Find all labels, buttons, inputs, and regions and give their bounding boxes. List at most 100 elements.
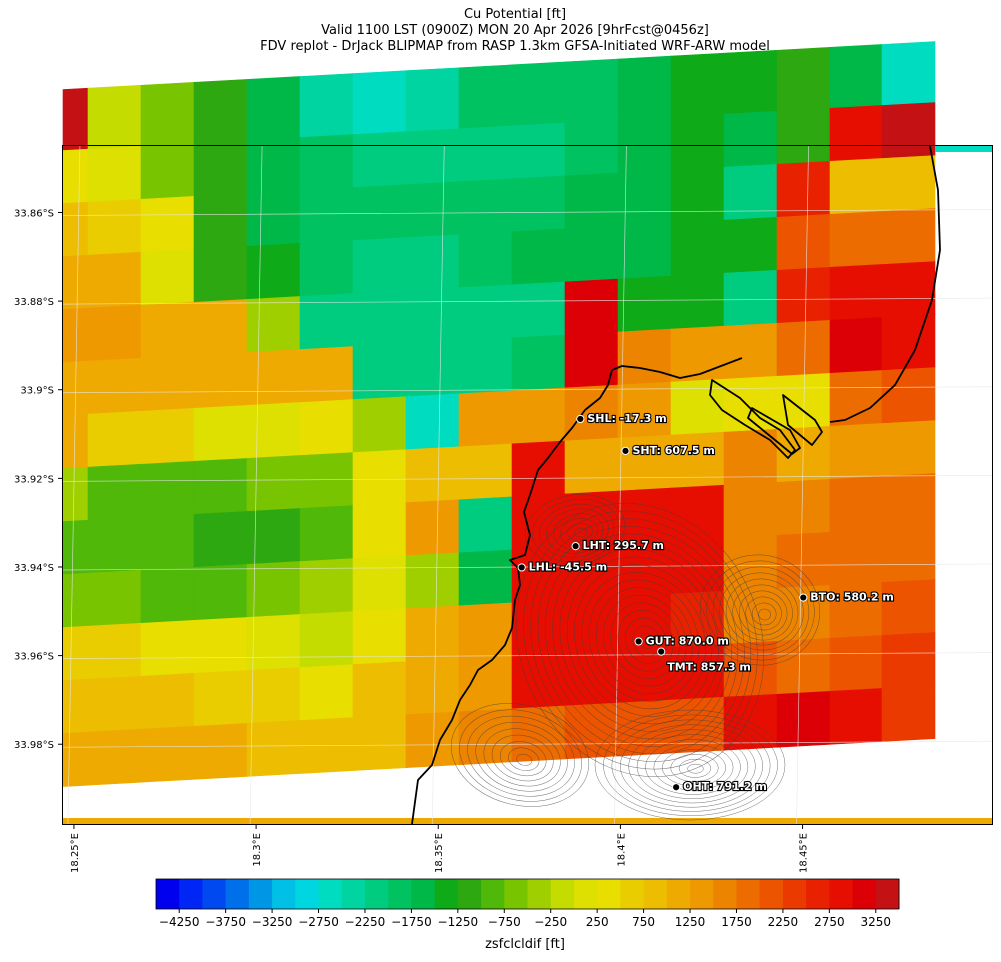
terrain-contour-line bbox=[628, 729, 756, 804]
heatmap-cell bbox=[511, 652, 566, 710]
terrain-contour-line bbox=[687, 763, 704, 774]
heatmap-cell bbox=[246, 243, 301, 300]
heatmap-cell bbox=[352, 714, 407, 771]
colorbar-swatch bbox=[272, 879, 296, 909]
coastline bbox=[411, 145, 941, 825]
heatmap-cell bbox=[62, 413, 89, 469]
terrain-contour-line bbox=[617, 610, 674, 672]
heatmap-cell bbox=[776, 691, 831, 748]
heatmap-cell bbox=[352, 184, 407, 241]
terrain-contour-line bbox=[670, 754, 719, 782]
title-line-variable: Cu Potential [ft] bbox=[463, 7, 567, 22]
station-marker[interactable] bbox=[576, 414, 585, 424]
heatmap-cell bbox=[62, 678, 89, 734]
heatmap-cell bbox=[140, 726, 195, 783]
heatmap-cell bbox=[564, 172, 619, 230]
heatmap-cell bbox=[670, 378, 725, 436]
colorbar-tick-label: −4250 bbox=[159, 915, 200, 929]
heatmap-cell bbox=[511, 387, 566, 445]
heatmap-cell bbox=[246, 190, 301, 247]
station-marker[interactable] bbox=[799, 593, 808, 602]
heatmap-cell bbox=[458, 337, 513, 395]
heatmap-cell bbox=[246, 76, 301, 141]
station-marker[interactable] bbox=[657, 647, 666, 656]
station-marker[interactable] bbox=[672, 783, 681, 792]
heatmap-cell bbox=[140, 143, 195, 200]
lat-tick-label: 33.86°S bbox=[14, 208, 54, 219]
station-label: BTO: 580.2 m bbox=[810, 591, 894, 604]
colorbar-swatch bbox=[782, 879, 807, 909]
heatmap-cell bbox=[564, 119, 619, 177]
terrain-contour-line bbox=[610, 602, 680, 679]
terrain-contour-line bbox=[539, 503, 615, 558]
heatmap-cell bbox=[829, 264, 883, 321]
heatmap-cell bbox=[62, 307, 89, 363]
heatmap-cell bbox=[511, 122, 566, 180]
heatmap-cell bbox=[193, 405, 248, 462]
heatmap-cell bbox=[458, 708, 513, 766]
terrain-contour-line bbox=[699, 554, 821, 666]
heatmap-cell bbox=[564, 702, 619, 760]
colorbar-label: zsfclcldif [ft] bbox=[485, 937, 565, 952]
coastline-path bbox=[411, 357, 743, 825]
colorbar-tick-label: −3250 bbox=[252, 915, 293, 929]
colorbar-tick-label: 2250 bbox=[768, 915, 799, 929]
heatmap-cell bbox=[87, 84, 142, 150]
colorbar-swatch bbox=[156, 879, 180, 909]
heatmap-cell bbox=[405, 287, 460, 344]
colorbar-tick-label: −2250 bbox=[345, 915, 386, 929]
colorbar-swatch bbox=[202, 879, 227, 909]
terrain-contour-line bbox=[662, 749, 726, 787]
station-marker[interactable] bbox=[634, 637, 643, 646]
heatmap-cell bbox=[458, 284, 513, 342]
meridian-line bbox=[67, 145, 81, 825]
heatmap-cell bbox=[511, 546, 566, 604]
heatmap-cell bbox=[193, 352, 248, 409]
heatmap-cell bbox=[723, 481, 778, 539]
heatmap-cell bbox=[140, 82, 195, 147]
heatmap-edge-fill bbox=[63, 818, 992, 824]
terrain-contour-line bbox=[758, 608, 771, 621]
heatmap-cell bbox=[511, 599, 566, 657]
terrain-contour-line bbox=[611, 719, 771, 812]
heatmap-cell bbox=[405, 499, 460, 556]
heatmap-cell bbox=[776, 320, 831, 377]
heatmap-cell bbox=[246, 561, 301, 618]
parallel-line bbox=[62, 386, 993, 394]
heatmap-cell bbox=[511, 493, 566, 551]
heatmap-cell bbox=[458, 602, 513, 660]
heatmap-cell bbox=[881, 41, 936, 106]
colorbar-swatch bbox=[852, 879, 877, 909]
station-marker[interactable] bbox=[571, 542, 580, 551]
heatmap-cell bbox=[458, 125, 513, 183]
heatmap-cell bbox=[405, 605, 460, 662]
colorbar-tick-label: −750 bbox=[488, 915, 521, 929]
heatmap-cell bbox=[299, 452, 354, 509]
colorbar-swatch bbox=[434, 879, 459, 909]
terrain-contour-line bbox=[603, 714, 778, 816]
lat-tick-label: 33.98°S bbox=[14, 740, 54, 751]
colorbar-tick-label: 2750 bbox=[814, 915, 845, 929]
heatmap-cell bbox=[140, 355, 195, 412]
heatmap-cell bbox=[299, 187, 354, 244]
terrain-contour-line bbox=[738, 590, 788, 636]
colorbar-tick-label: −250 bbox=[534, 915, 567, 929]
heatmap-cell bbox=[564, 225, 619, 283]
station-marker[interactable] bbox=[621, 446, 630, 455]
lat-tick-label: 33.9°S bbox=[20, 386, 54, 397]
terrain-contour-line bbox=[712, 566, 810, 656]
heatmap-cell bbox=[881, 261, 936, 318]
heatmap-cell bbox=[723, 110, 778, 168]
longitude-axis: 18.25°E 18.3°E 18.35°E 18.4°E 18.45°E bbox=[70, 824, 810, 873]
colorbar-swatch bbox=[620, 879, 645, 909]
colorbar-tick-label: 250 bbox=[586, 915, 609, 929]
terrain-contour-line bbox=[499, 741, 547, 777]
colorbar-tick-label: −3750 bbox=[205, 915, 246, 929]
heatmap-cell bbox=[405, 446, 460, 503]
heatmap-cell bbox=[352, 502, 407, 559]
station-marker[interactable] bbox=[517, 563, 526, 572]
heatmap-cell bbox=[881, 526, 936, 583]
heatmap-cell bbox=[564, 437, 619, 495]
heatmap-cell bbox=[140, 196, 195, 253]
